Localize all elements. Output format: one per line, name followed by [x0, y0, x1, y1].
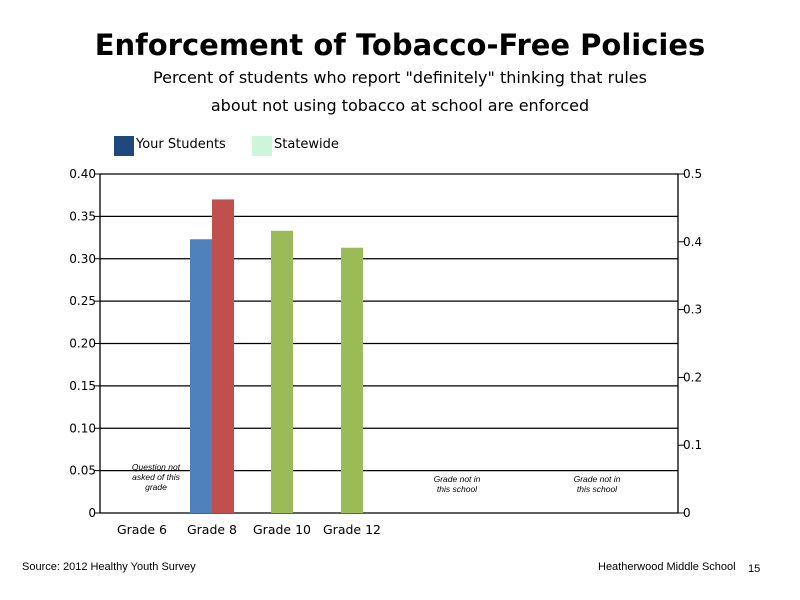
annotation-text: this school [437, 484, 478, 494]
y-right-tick-label: 0.3 [683, 303, 702, 317]
y-left-tick-label: 0.05 [69, 464, 96, 478]
bar [341, 247, 363, 514]
bar [190, 239, 212, 513]
chart-subtitle-line-2: about not using tobacco at school are en… [210, 96, 590, 115]
annotation-text: grade [145, 482, 167, 492]
y-left-tick-label: 0.10 [69, 421, 96, 435]
annotation-text: Grade not in [574, 474, 621, 484]
x-tick-label: Grade 10 [253, 522, 311, 537]
annotation-text: asked of this [132, 472, 180, 482]
y-left-tick-label: 0.30 [69, 252, 96, 266]
legend-label-your-students: Your Students [136, 137, 226, 152]
legend-label-statewide: Statewide [274, 137, 339, 152]
y-right-tick-label: 0 [683, 506, 691, 520]
chart-subtitle-line-1: Percent of students who report "definite… [153, 68, 647, 87]
y-left-tick-label: 0.35 [69, 209, 96, 223]
x-tick-label: Grade 12 [323, 522, 381, 537]
annotation-text: Grade not in [434, 474, 481, 484]
y-right-tick-label: 0.2 [683, 370, 702, 384]
y-left-tick-label: 0.40 [69, 167, 96, 181]
y-right-tick-label: 0.5 [683, 167, 702, 181]
y-left-tick-label: 0.15 [69, 379, 96, 393]
y-left-tick-label: 0.20 [69, 337, 96, 351]
annotation-text: this school [577, 484, 618, 494]
legend-swatch-statewide [252, 136, 272, 156]
x-tick-label: Grade 8 [187, 522, 237, 537]
school-name: Heatherwood Middle School [598, 561, 736, 573]
chart-title: Enforcement of Tobacco-Free Policies [94, 28, 706, 62]
y-right-tick-label: 0.1 [683, 438, 702, 452]
page-number: 15 [748, 563, 761, 575]
bar [212, 199, 234, 514]
y-right-tick-label: 0.4 [683, 235, 702, 249]
y-left-tick-label: 0.25 [69, 294, 96, 308]
annotation-text: Question not [132, 462, 181, 472]
bar [271, 230, 293, 513]
source-note: Source: 2012 Healthy Youth Survey [22, 561, 196, 573]
x-tick-label: Grade 6 [117, 522, 167, 537]
y-left-tick-label: 0 [88, 506, 96, 520]
legend-swatch-your-students [114, 136, 134, 156]
